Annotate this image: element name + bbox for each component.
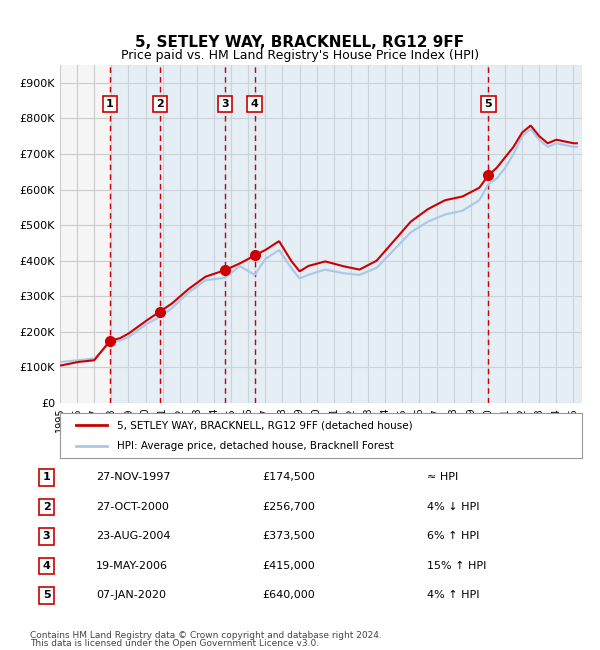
Text: £256,700: £256,700	[262, 502, 315, 512]
Bar	[488, 65, 582, 403]
Text: 19-MAY-2006: 19-MAY-2006	[96, 561, 168, 571]
Text: 27-NOV-1997: 27-NOV-1997	[96, 473, 171, 482]
Text: Contains HM Land Registry data © Crown copyright and database right 2024.: Contains HM Land Registry data © Crown c…	[30, 631, 382, 640]
Text: £415,000: £415,000	[262, 561, 314, 571]
Text: 2: 2	[43, 502, 50, 512]
Text: 2: 2	[156, 99, 164, 109]
Text: 1: 1	[43, 473, 50, 482]
Text: 4: 4	[251, 99, 259, 109]
Text: 4% ↑ HPI: 4% ↑ HPI	[427, 590, 480, 601]
Bar	[255, 65, 488, 403]
Text: £373,500: £373,500	[262, 532, 314, 541]
Bar	[225, 65, 255, 403]
Text: 5: 5	[485, 99, 492, 109]
Text: 1: 1	[106, 99, 113, 109]
Text: 23-AUG-2004: 23-AUG-2004	[96, 532, 171, 541]
Text: 27-OCT-2000: 27-OCT-2000	[96, 502, 169, 512]
Text: 15% ↑ HPI: 15% ↑ HPI	[427, 561, 487, 571]
Text: £640,000: £640,000	[262, 590, 314, 601]
Text: £174,500: £174,500	[262, 473, 315, 482]
Text: This data is licensed under the Open Government Licence v3.0.: This data is licensed under the Open Gov…	[30, 639, 319, 648]
Text: Price paid vs. HM Land Registry's House Price Index (HPI): Price paid vs. HM Land Registry's House …	[121, 49, 479, 62]
Text: 4% ↓ HPI: 4% ↓ HPI	[427, 502, 480, 512]
Bar	[110, 65, 160, 403]
Text: 5, SETLEY WAY, BRACKNELL, RG12 9FF: 5, SETLEY WAY, BRACKNELL, RG12 9FF	[136, 34, 464, 50]
Text: 5: 5	[43, 590, 50, 601]
Text: ≈ HPI: ≈ HPI	[427, 473, 458, 482]
Text: 6% ↑ HPI: 6% ↑ HPI	[427, 532, 480, 541]
Text: 5, SETLEY WAY, BRACKNELL, RG12 9FF (detached house): 5, SETLEY WAY, BRACKNELL, RG12 9FF (deta…	[118, 421, 413, 430]
Bar	[160, 65, 225, 403]
Text: 07-JAN-2020: 07-JAN-2020	[96, 590, 166, 601]
Text: 3: 3	[43, 532, 50, 541]
Text: 3: 3	[221, 99, 229, 109]
Text: 4: 4	[43, 561, 50, 571]
Text: HPI: Average price, detached house, Bracknell Forest: HPI: Average price, detached house, Brac…	[118, 441, 394, 450]
